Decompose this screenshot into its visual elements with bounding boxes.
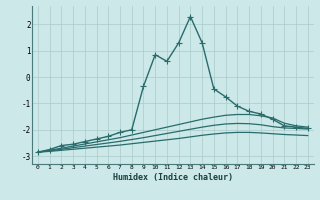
- X-axis label: Humidex (Indice chaleur): Humidex (Indice chaleur): [113, 173, 233, 182]
